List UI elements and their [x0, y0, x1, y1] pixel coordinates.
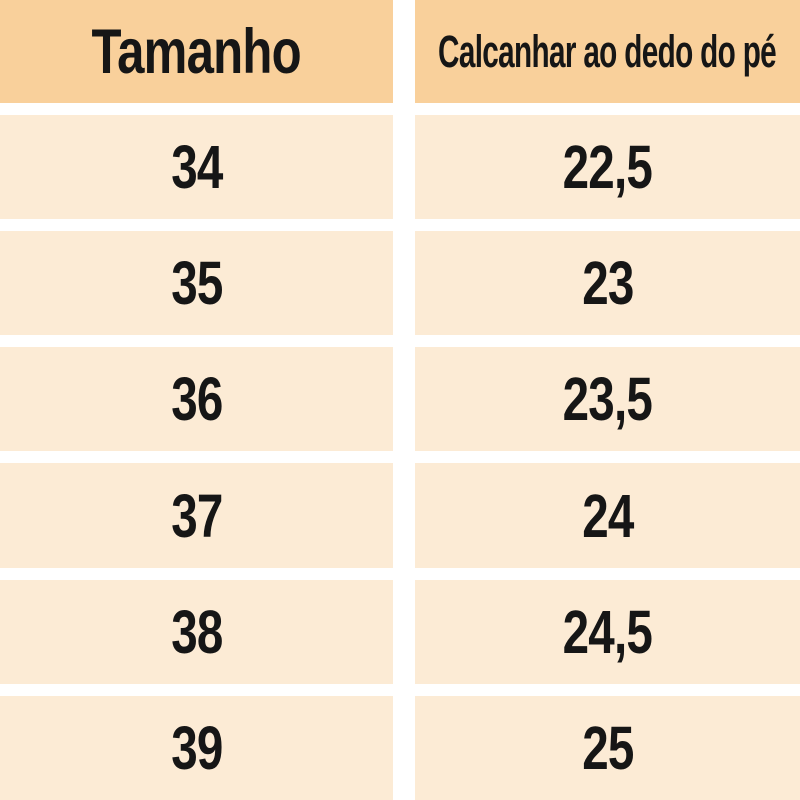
size-value: 36: [170, 365, 223, 434]
length-value: 23,5: [562, 365, 653, 434]
size-value: 37: [170, 481, 223, 550]
size-cell-row-5: 38: [0, 579, 393, 684]
column-header-calcanhar: Calcanhar ao dedo do pé: [415, 0, 800, 103]
length-value: 23: [581, 249, 634, 318]
length-cell-row-5: 24,5: [415, 579, 800, 684]
column-header-tamanho: Tamanho: [0, 0, 393, 103]
size-cell-row-1: 34: [0, 115, 393, 220]
size-value: 38: [170, 597, 223, 666]
size-cell-row-6: 39: [0, 695, 393, 800]
length-value: 24: [581, 481, 634, 550]
length-cell-row-1: 22,5: [415, 115, 800, 220]
size-value: 35: [170, 249, 223, 318]
size-value: 39: [170, 713, 223, 782]
size-value: 34: [170, 133, 223, 202]
size-cell-row-4: 37: [0, 463, 393, 568]
length-value: 22,5: [562, 133, 653, 202]
length-cell-row-2: 23: [415, 231, 800, 336]
size-cell-row-3: 36: [0, 347, 393, 452]
size-cell-row-2: 35: [0, 231, 393, 336]
length-cell-row-6: 25: [415, 695, 800, 800]
length-cell-row-4: 24: [415, 463, 800, 568]
length-value: 25: [581, 713, 634, 782]
length-cell-row-3: 23,5: [415, 347, 800, 452]
length-value: 24,5: [562, 597, 653, 666]
column-header-calcanhar-label: Calcanhar ao dedo do pé: [438, 25, 778, 77]
column-header-tamanho-label: Tamanho: [91, 16, 302, 87]
